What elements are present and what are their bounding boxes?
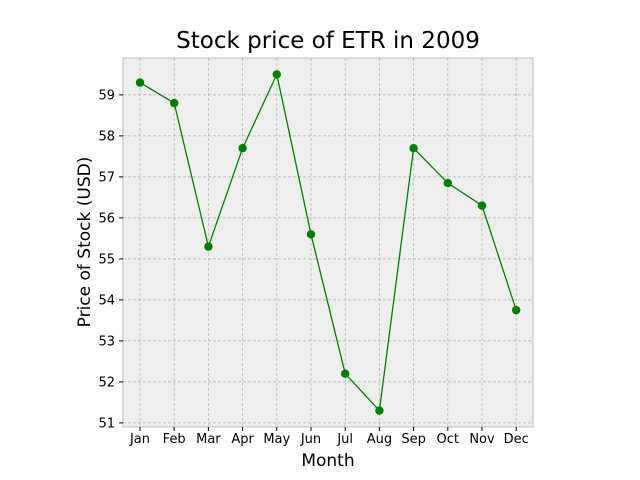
- x-tick-label: May: [263, 432, 290, 447]
- x-tick-label: Jan: [129, 432, 150, 447]
- grid: [123, 58, 533, 427]
- y-tick-label: 57: [98, 170, 115, 185]
- y-tick-label: 53: [98, 334, 115, 349]
- data-point: [512, 305, 521, 315]
- y-tick-label: 51: [98, 416, 115, 431]
- x-tick-label: Nov: [469, 432, 495, 447]
- x-tick-label: Dec: [504, 432, 529, 447]
- data-point: [306, 230, 316, 239]
- series-markers: [135, 70, 521, 415]
- data-point: [409, 144, 418, 153]
- x-tick-label: Feb: [163, 432, 186, 447]
- x-tick-label: Jul: [336, 432, 353, 447]
- x-tick-label: Mar: [196, 432, 221, 447]
- data-point: [272, 70, 281, 79]
- data-point: [477, 201, 487, 210]
- x-tick-label: Apr: [231, 432, 254, 447]
- y-tick-label: 55: [98, 252, 115, 267]
- y-tick-label: 56: [98, 211, 115, 226]
- data-point: [204, 242, 213, 251]
- y-tick-label: 58: [98, 129, 115, 144]
- data-point: [341, 369, 350, 378]
- chart-title: Stock price of ETR in 2009: [176, 28, 480, 54]
- x-axis-label: Month: [301, 451, 354, 471]
- data-point: [170, 98, 179, 108]
- y-tick-label: 59: [98, 88, 115, 103]
- data-point: [375, 406, 384, 415]
- y-tick-label: 52: [98, 375, 115, 390]
- y-axis-label: Price of Stock (USD): [75, 157, 95, 328]
- series-line: [139, 72, 517, 413]
- data-point: [443, 178, 452, 188]
- data-point: [238, 144, 247, 153]
- plot-area: [122, 57, 534, 428]
- data-point: [135, 78, 145, 87]
- axis-ticks: 51 52 53 54 55 56 57 58 59 Jan Feb Mar Apr May Jun Jul A…: [98, 88, 528, 447]
- y-tick-label: 54: [98, 293, 115, 308]
- x-tick-label: Jun: [300, 432, 321, 447]
- x-tick-label: Sep: [401, 432, 426, 447]
- x-tick-label: Aug: [367, 432, 392, 447]
- x-tick-label: Oct: [437, 432, 459, 447]
